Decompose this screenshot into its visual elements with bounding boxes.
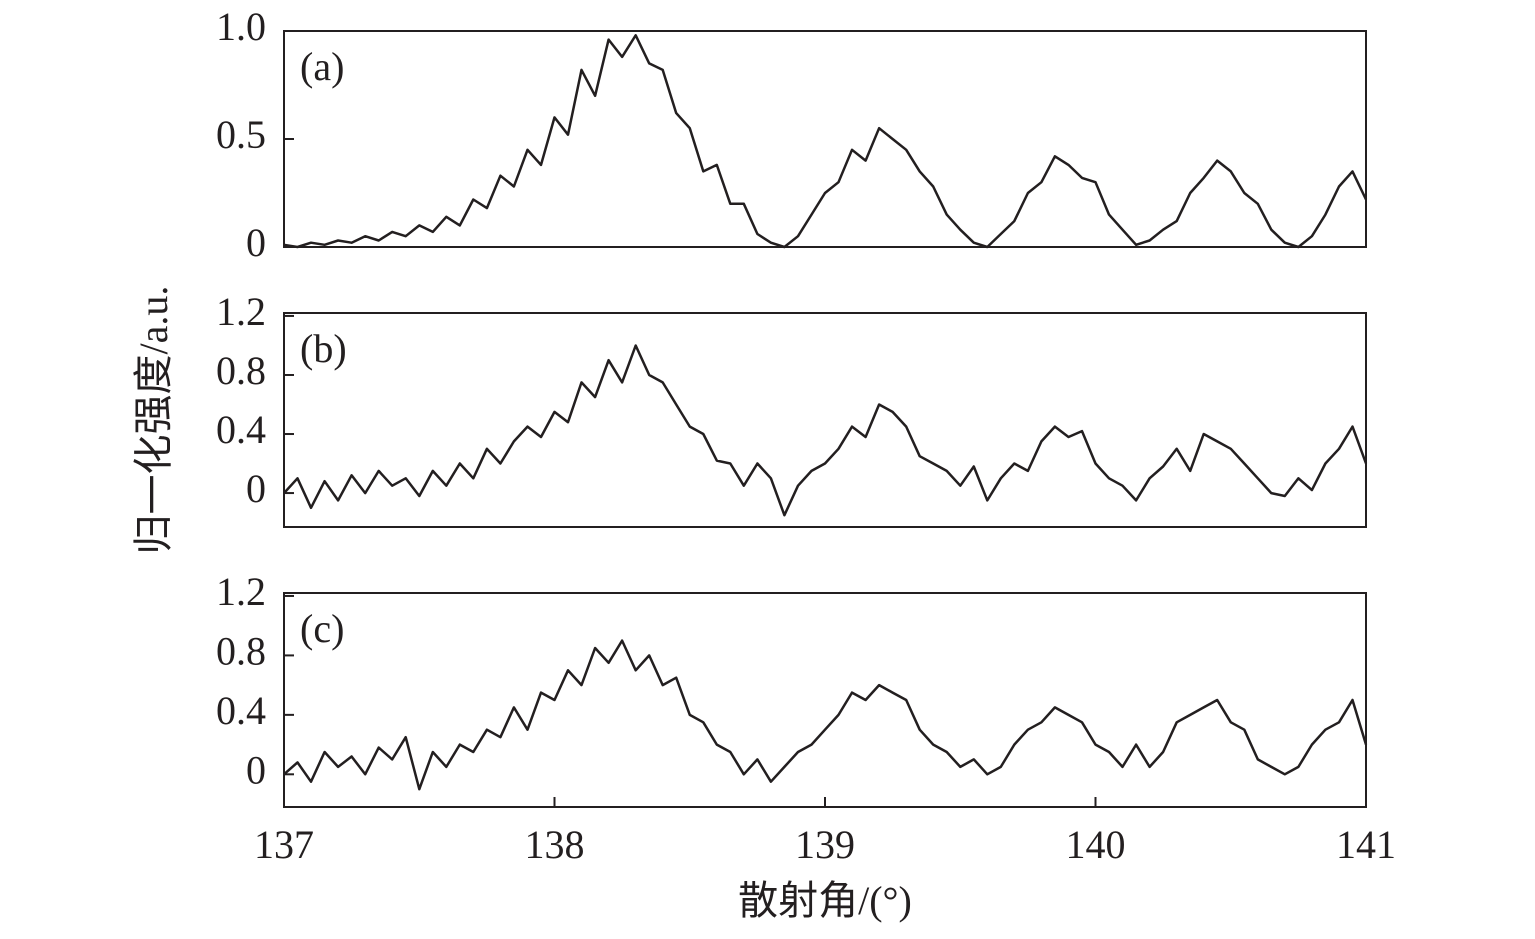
x-tick-label: 140 bbox=[1066, 822, 1126, 867]
x-tick-label: 139 bbox=[795, 822, 855, 867]
y-tick-label: 0.4 bbox=[216, 688, 266, 733]
data-line bbox=[283, 34, 1368, 249]
x-axis-label: 散射角/(°) bbox=[738, 878, 912, 923]
y-tick-label: 0.8 bbox=[216, 348, 266, 393]
y-tick-label: 1.0 bbox=[216, 4, 266, 49]
data-line bbox=[283, 639, 1368, 791]
x-tick-label: 141 bbox=[1336, 822, 1396, 867]
y-tick-label: 0.4 bbox=[216, 407, 266, 452]
y-axis-label: 归一化强度/a.u. bbox=[131, 286, 176, 555]
panel-label: (c) bbox=[300, 606, 344, 651]
plot-frame bbox=[283, 30, 1367, 248]
x-tick-label: 137 bbox=[254, 822, 314, 867]
y-tick-label: 1.2 bbox=[216, 569, 266, 614]
panel-label: (b) bbox=[300, 326, 347, 371]
y-tick-label: 0.8 bbox=[216, 629, 266, 674]
x-tick-label: 138 bbox=[525, 822, 585, 867]
panel-label: (a) bbox=[300, 44, 344, 89]
plot-frame bbox=[283, 312, 1367, 528]
plot-frame bbox=[283, 592, 1367, 808]
y-tick-label: 0 bbox=[246, 747, 266, 792]
y-tick-label: 0 bbox=[246, 466, 266, 511]
y-tick-label: 1.2 bbox=[216, 289, 266, 334]
y-tick-label: 0 bbox=[246, 220, 266, 265]
y-tick-label: 0.5 bbox=[216, 112, 266, 157]
data-line bbox=[283, 344, 1368, 517]
